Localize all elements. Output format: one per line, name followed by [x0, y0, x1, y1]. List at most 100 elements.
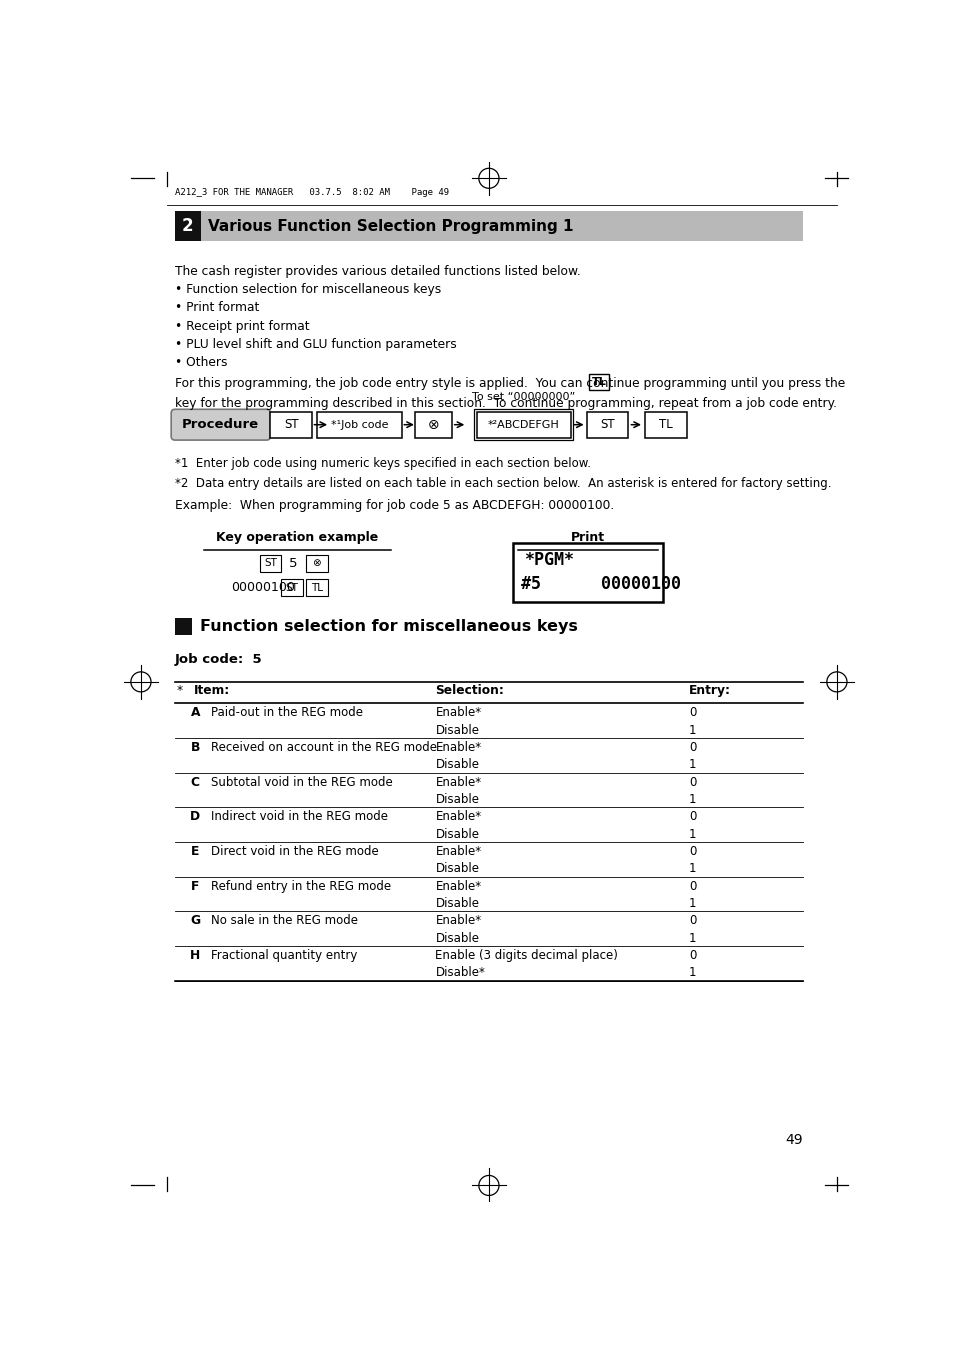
Text: 1: 1	[688, 932, 696, 944]
Text: TL: TL	[591, 377, 606, 386]
FancyBboxPatch shape	[174, 211, 802, 242]
Text: Disable: Disable	[435, 724, 479, 736]
Text: 0: 0	[688, 948, 696, 962]
Text: For this programming, the job code entry style is applied.  You can continue pro: For this programming, the job code entry…	[174, 377, 848, 390]
Text: *1  Enter job code using numeric keys specified in each section below.: *1 Enter job code using numeric keys spe…	[174, 457, 591, 470]
Text: 0: 0	[688, 707, 696, 720]
FancyBboxPatch shape	[171, 409, 270, 440]
Text: 00000100: 00000100	[232, 581, 295, 594]
FancyBboxPatch shape	[174, 211, 200, 242]
Text: Selection:: Selection:	[435, 684, 504, 697]
Text: *PGM*: *PGM*	[523, 551, 573, 569]
FancyBboxPatch shape	[644, 412, 686, 438]
Text: *: *	[176, 684, 187, 697]
Text: *²ABCDEFGH: *²ABCDEFGH	[487, 420, 559, 430]
Text: G: G	[190, 915, 200, 927]
Text: Example:  When programming for job code 5 as ABCDEFGH: 00000100.: Example: When programming for job code 5…	[174, 500, 614, 512]
FancyBboxPatch shape	[306, 580, 328, 596]
Text: Key operation example: Key operation example	[216, 531, 378, 544]
Text: 0: 0	[688, 915, 696, 927]
Text: 0: 0	[688, 846, 696, 858]
Text: TL: TL	[659, 419, 672, 431]
Text: Enable*: Enable*	[435, 846, 481, 858]
Text: Enable*: Enable*	[435, 707, 481, 720]
Text: 1: 1	[688, 724, 696, 736]
Text: Enable (3 digits decimal place): Enable (3 digits decimal place)	[435, 948, 618, 962]
FancyBboxPatch shape	[476, 412, 571, 438]
FancyBboxPatch shape	[513, 543, 662, 601]
Text: Indirect void in the REG mode: Indirect void in the REG mode	[211, 811, 387, 823]
Text: 2: 2	[182, 218, 193, 235]
Text: 1: 1	[688, 897, 696, 911]
Text: Refund entry in the REG mode: Refund entry in the REG mode	[211, 880, 391, 893]
Text: 0: 0	[688, 775, 696, 789]
Text: Direct void in the REG mode: Direct void in the REG mode	[211, 846, 378, 858]
FancyBboxPatch shape	[586, 412, 628, 438]
Text: A212_3 FOR THE MANAGER   03.7.5  8:02 AM    Page 49: A212_3 FOR THE MANAGER 03.7.5 8:02 AM Pa…	[174, 188, 449, 197]
Text: ST: ST	[284, 419, 298, 431]
FancyBboxPatch shape	[415, 412, 452, 438]
Text: ⊗: ⊗	[313, 558, 321, 569]
Text: Job code:  5: Job code: 5	[174, 654, 262, 666]
Text: Disable: Disable	[435, 828, 479, 840]
Text: key for the programming described in this section.  To continue programming, rep: key for the programming described in thi…	[174, 397, 836, 409]
Text: • Receipt print format: • Receipt print format	[174, 320, 310, 332]
Text: Fractional quantity entry: Fractional quantity entry	[211, 948, 356, 962]
Text: 1: 1	[688, 966, 696, 979]
FancyBboxPatch shape	[306, 555, 328, 571]
Text: To set “00000000”: To set “00000000”	[472, 392, 575, 401]
Text: Disable: Disable	[435, 932, 479, 944]
FancyBboxPatch shape	[174, 617, 192, 635]
Text: • Others: • Others	[174, 355, 228, 369]
Text: No sale in the REG mode: No sale in the REG mode	[211, 915, 357, 927]
Text: 1: 1	[688, 758, 696, 771]
Text: 1: 1	[688, 862, 696, 875]
Text: 0: 0	[688, 811, 696, 823]
Text: D: D	[190, 811, 200, 823]
Text: Disable: Disable	[435, 862, 479, 875]
Text: Print: Print	[571, 531, 604, 544]
FancyBboxPatch shape	[317, 412, 401, 438]
Text: E: E	[191, 846, 199, 858]
Text: Disable: Disable	[435, 758, 479, 771]
Text: Disable: Disable	[435, 897, 479, 911]
Text: Enable*: Enable*	[435, 775, 481, 789]
Text: *¹Job code: *¹Job code	[331, 420, 388, 430]
Text: 0: 0	[688, 880, 696, 893]
Text: Item:: Item:	[193, 684, 230, 697]
Text: Received on account in the REG mode: Received on account in the REG mode	[211, 742, 436, 754]
Text: ST: ST	[264, 558, 276, 569]
FancyBboxPatch shape	[259, 555, 281, 571]
Text: Procedure: Procedure	[182, 419, 259, 431]
Text: 1: 1	[688, 793, 696, 807]
Text: 0: 0	[688, 742, 696, 754]
Text: Enable*: Enable*	[435, 880, 481, 893]
Text: F: F	[191, 880, 199, 893]
Text: *2  Data entry details are listed on each table in each section below.  An aster: *2 Data entry details are listed on each…	[174, 477, 831, 490]
Text: Disable: Disable	[435, 793, 479, 807]
Text: Subtotal void in the REG mode: Subtotal void in the REG mode	[211, 775, 392, 789]
Text: H: H	[190, 948, 200, 962]
Text: Entry:: Entry:	[688, 684, 730, 697]
Text: Various Function Selection Programming 1: Various Function Selection Programming 1	[208, 219, 573, 234]
FancyBboxPatch shape	[588, 374, 609, 390]
Text: 1: 1	[688, 828, 696, 840]
Text: A: A	[191, 707, 200, 720]
Text: ST: ST	[285, 582, 298, 593]
Text: #5      00000100: #5 00000100	[520, 574, 680, 593]
Text: C: C	[191, 775, 199, 789]
Text: ST: ST	[599, 419, 614, 431]
FancyBboxPatch shape	[270, 412, 312, 438]
Text: 5: 5	[289, 557, 297, 570]
Text: • PLU level shift and GLU function parameters: • PLU level shift and GLU function param…	[174, 338, 456, 351]
Text: • Print format: • Print format	[174, 301, 259, 315]
FancyBboxPatch shape	[281, 580, 303, 596]
Text: Enable*: Enable*	[435, 811, 481, 823]
Text: Enable*: Enable*	[435, 915, 481, 927]
Text: Paid-out in the REG mode: Paid-out in the REG mode	[211, 707, 362, 720]
Text: The cash register provides various detailed functions listed below.: The cash register provides various detai…	[174, 265, 580, 278]
Text: 49: 49	[784, 1133, 802, 1147]
Text: TL: TL	[311, 582, 322, 593]
Text: Disable*: Disable*	[435, 966, 485, 979]
Text: Enable*: Enable*	[435, 742, 481, 754]
